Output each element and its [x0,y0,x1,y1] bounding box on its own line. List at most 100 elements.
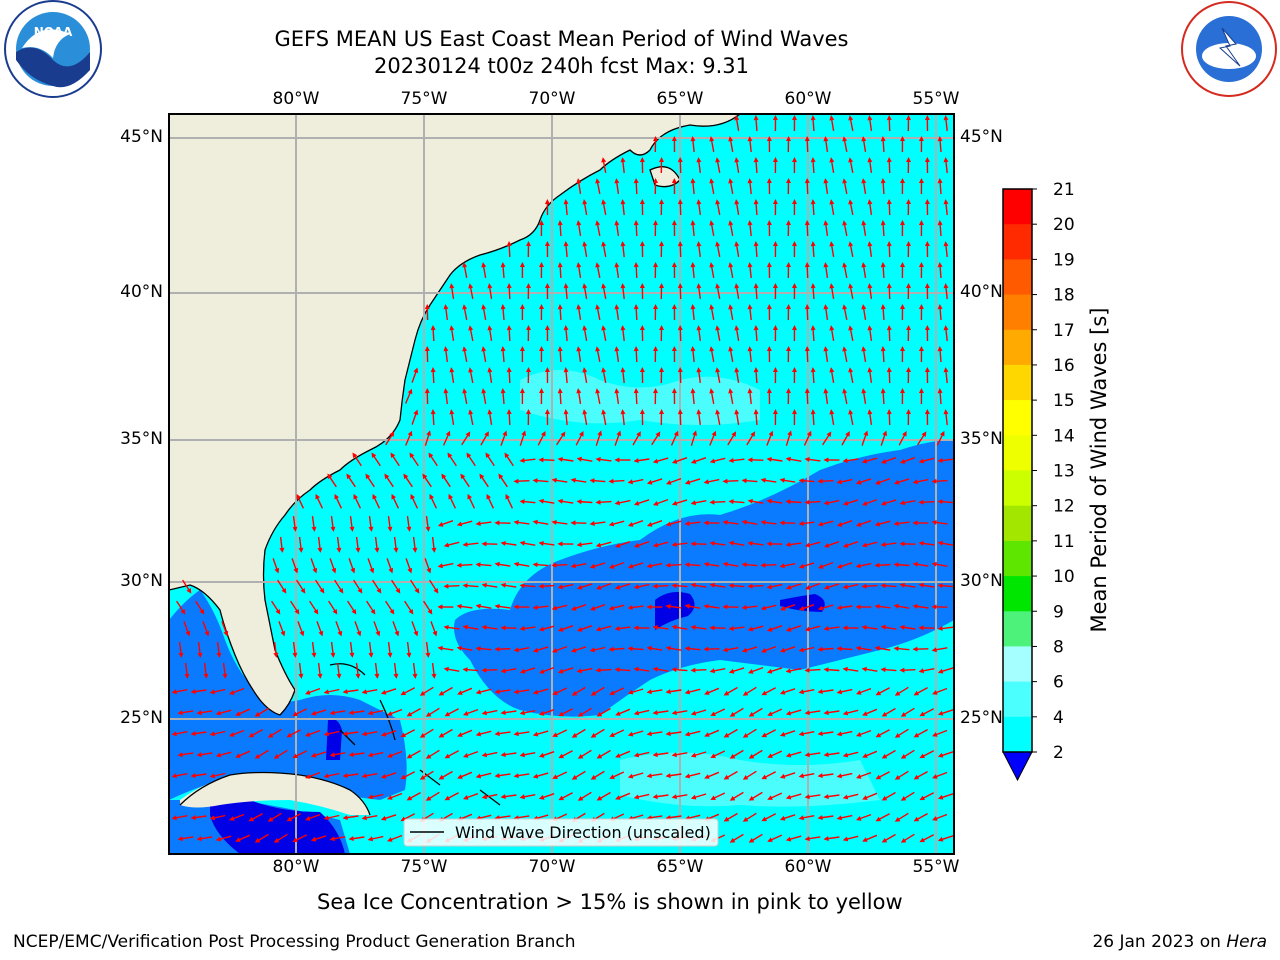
wind-wave-arrowhead [932,690,938,695]
wind-wave-arrowhead [646,479,653,485]
wind-wave-arrowhead [912,561,918,567]
wind-wave-arrowhead [646,563,652,569]
wind-wave-arrowhead [734,157,740,163]
wind-wave-arrowhead [690,262,696,268]
wind-wave-arrowhead [913,816,920,822]
wind-wave-arrowhead [342,815,348,820]
wind-wave-arrowhead [899,582,905,588]
wind-wave-arrowhead [504,452,510,458]
wind-wave-arrowhead [937,499,943,505]
wind-wave-arrowhead [627,605,633,610]
wind-wave-arrowhead [696,283,702,289]
wind-wave-arrowhead [639,241,645,246]
wind-wave-arrowhead [582,409,588,415]
wind-wave-arrowhead [365,473,371,480]
wind-wave-arrowhead [760,605,767,611]
wind-wave-arrowhead [836,479,842,485]
wind-wave-arrowhead [380,689,387,695]
wind-wave-arrowhead [589,563,596,569]
map-plot-area [169,114,954,854]
wind-wave-arrowhead [722,478,728,484]
wind-wave-arrowhead [856,690,862,695]
wind-wave-arrowhead [671,542,677,547]
wind-wave-arrowhead [494,520,500,526]
wind-wave-arrowhead [204,630,210,637]
wind-wave-arrowhead [596,795,603,801]
wind-wave-arrowhead [576,584,583,590]
wind-wave-arrowhead [595,499,601,505]
wind-wave-arrowhead [532,731,539,737]
wind-wave-arrowhead [589,521,595,526]
wind-wave-arrowhead [506,283,512,289]
wind-wave-arrowhead [595,457,601,462]
wind-wave-arrowhead [742,733,749,738]
wind-wave-arrowhead [505,493,510,500]
colorbar-tick-label: 6 [1053,673,1064,693]
wind-wave-arrowhead [419,691,426,696]
latitude-tick-label: 30°N [120,571,163,591]
wind-wave-arrowhead [197,652,203,658]
wind-wave-arrowhead [842,543,849,548]
wind-wave-arrowhead [818,564,824,569]
wind-wave-arrowhead [177,710,183,716]
wind-wave-arrowhead [855,479,862,485]
wind-wave-arrowhead [893,646,899,652]
wind-wave-arrowhead [937,794,944,800]
wind-wave-arrowhead [519,668,526,674]
wind-wave-arrowhead [557,627,564,632]
longitude-tick-label: 55°W [912,857,960,877]
wind-wave-arrowhead [842,666,848,672]
wind-wave-arrowhead [761,816,767,822]
wind-wave-arrowhead [710,711,716,716]
wind-wave-arrowhead [462,542,468,547]
wind-wave-arrowhead [437,645,443,651]
wind-wave-arrowhead [481,752,487,758]
wind-wave-arrowhead [633,794,640,800]
colorbar-segment [1003,576,1032,612]
longitude-tick-label: 80°W [272,857,320,877]
wind-wave-arrowhead [932,732,938,737]
wind-wave-arrowhead [715,367,721,373]
wind-wave-arrowhead [209,731,216,737]
wind-wave-arrowhead [357,588,363,594]
wind-wave-arrowhead [665,773,671,779]
wind-wave-arrowhead [787,430,792,436]
wind-wave-arrowhead [652,710,658,716]
wind-wave-arrowhead [336,547,342,553]
wind-wave-arrowhead [715,199,721,205]
wind-wave-arrowhead [677,409,683,415]
wind-wave-arrowhead [875,732,882,738]
wind-wave-arrowhead [804,794,810,800]
wind-wave-arrowhead [709,625,715,631]
wind-wave-arrowhead [538,710,545,716]
wind-wave-arrowhead [609,774,615,779]
wind-wave-arrowhead [331,567,337,574]
wind-wave-arrowhead [779,815,786,821]
wind-wave-arrowhead [633,262,639,268]
wind-wave-arrowhead [462,583,468,589]
wind-wave-arrowhead [494,604,500,609]
wind-wave-arrowhead [653,501,659,506]
wind-wave-arrowhead [235,837,241,842]
wind-wave-arrowhead [387,795,393,800]
wind-wave-arrowhead [741,647,748,653]
wind-wave-arrowhead [229,690,235,695]
wind-wave-arrowhead [767,837,773,842]
wind-wave-arrowhead [293,567,299,574]
wind-wave-arrowhead [538,498,544,504]
wind-wave-arrowhead [761,690,767,696]
wind-wave-arrowhead [703,479,709,485]
wind-wave-arrowhead [336,673,342,679]
wind-wave-arrowhead [677,325,683,331]
wind-wave-arrowhead [709,458,716,464]
wind-wave-arrowhead [576,346,582,352]
wind-wave-arrowhead [761,648,767,653]
wind-wave-arrowhead [526,241,531,246]
colorbar-segment [1003,400,1032,436]
wind-wave-arrowhead [741,605,747,610]
wind-wave-arrowhead [407,388,413,395]
wind-wave-arrowhead [462,667,468,673]
wind-wave-arrowhead [577,712,584,717]
wind-wave-arrowhead [836,646,842,652]
wind-wave-arrowhead [576,627,583,632]
